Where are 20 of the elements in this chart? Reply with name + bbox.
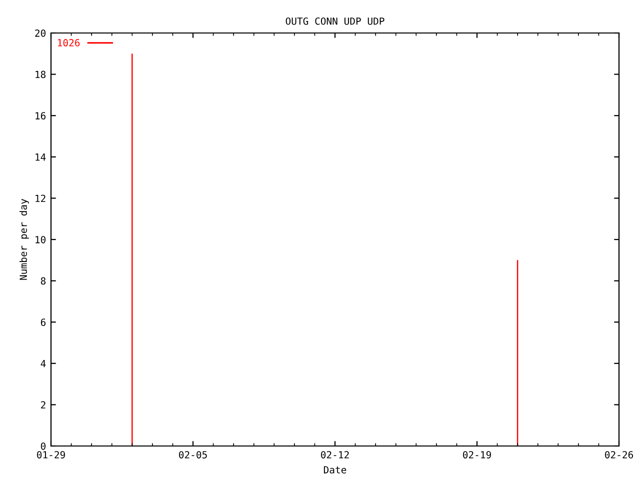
y-tick-label: 8 — [40, 277, 46, 285]
legend-label: 1026 — [58, 39, 80, 46]
y-tick-label: 16 — [36, 112, 46, 120]
y-tick-label: 20 — [35, 30, 46, 37]
y-tick-label: 0 — [40, 442, 46, 450]
x-tick-label: 02-12 — [321, 451, 349, 458]
x-tick-label: 02-19 — [463, 451, 491, 458]
y-tick-label: 14 — [36, 154, 46, 161]
chart-title: OUTG CONN UDP UDP — [286, 17, 384, 25]
x-tick-label: 02-05 — [179, 451, 207, 458]
x-tick-label: 01-29 — [37, 451, 65, 458]
x-tick-label: 02-26 — [605, 451, 634, 458]
y-tick-label: 18 — [36, 70, 46, 78]
y-tick-label: 2 — [41, 401, 46, 408]
x-axis-title: Date — [324, 466, 346, 474]
y-axis-title: Number per day — [19, 198, 29, 280]
y-tick-label: 6 — [40, 318, 46, 326]
y-tick-label: 10 — [36, 236, 46, 244]
y-tick-label: 12 — [36, 194, 46, 202]
y-tick-label: 4 — [40, 360, 46, 368]
